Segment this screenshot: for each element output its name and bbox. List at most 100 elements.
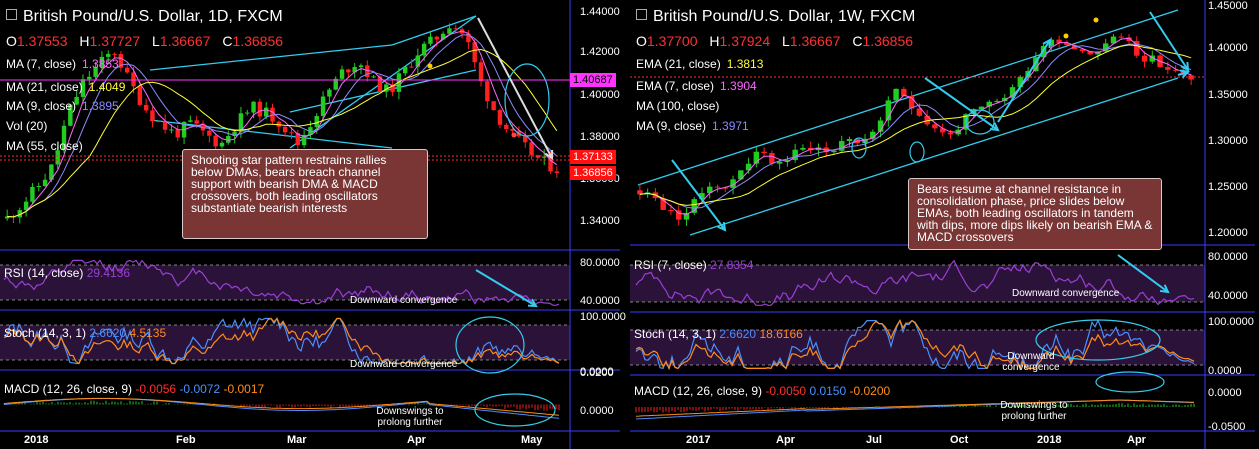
- candle-body: [523, 136, 528, 143]
- candle-body: [162, 121, 168, 130]
- macd-tick: 0.0200: [580, 367, 614, 379]
- candle-body: [245, 112, 250, 114]
- candle-body: [124, 67, 130, 73]
- candle-body: [257, 101, 263, 117]
- trend-arrow: [671, 159, 726, 231]
- trend-arrow: [924, 77, 999, 131]
- price-badge-ma: 1.40687: [570, 73, 616, 87]
- highlight-ellipse: [455, 316, 525, 374]
- legend-ma9[interactable]: MA (9, close) 1.3895: [6, 99, 119, 113]
- candle-body: [276, 121, 282, 127]
- arrow-head: [1180, 61, 1190, 72]
- candle-body: [74, 96, 79, 105]
- candle-body: [327, 89, 332, 97]
- candle-body: [1126, 37, 1132, 42]
- highlight-ellipse: [851, 137, 867, 159]
- candle-body: [978, 106, 985, 110]
- candle-body: [150, 110, 155, 122]
- arrow-head: [527, 298, 538, 308]
- weekly-chart-canvas[interactable]: [630, 0, 1259, 449]
- stoch-tick: 100.0000: [1208, 316, 1254, 328]
- candle-body: [1165, 67, 1171, 70]
- stoch-d-line: [635, 319, 1195, 370]
- candle-body: [714, 186, 721, 188]
- candle-body: [434, 36, 440, 40]
- legend-ma9[interactable]: MA (9, close) 1.3971: [636, 119, 749, 133]
- rsi-line: [635, 259, 1195, 306]
- price-tick: 1.40000: [580, 89, 620, 101]
- arrow-head: [1042, 38, 1052, 49]
- candle-body: [415, 55, 421, 67]
- weekly-chart-panel[interactable]: British Pound/U.S. Dollar, 1W, FXCM O1.3…: [630, 0, 1259, 449]
- signal-dot: [511, 132, 517, 138]
- legend-ma55[interactable]: MA (55, close): [6, 139, 83, 153]
- candle-body: [1087, 51, 1093, 55]
- legend-ema21[interactable]: EMA (21, close) 1.3813: [636, 57, 764, 71]
- legend-vol[interactable]: Vol (20): [6, 119, 48, 133]
- ma-mid-line: [7, 34, 558, 218]
- rsi-legend[interactable]: RSI (7, close) 27.8354: [634, 258, 754, 272]
- macd-tick: 0.0000: [580, 405, 614, 417]
- candle-body: [707, 186, 713, 194]
- channel-line: [391, 15, 477, 46]
- candle-body: [23, 201, 29, 211]
- time-tick: May: [521, 434, 543, 446]
- collapse-box-icon[interactable]: [6, 9, 17, 20]
- candle-body: [745, 163, 752, 171]
- time-tick: Apr: [1127, 434, 1146, 446]
- legend-ema7[interactable]: EMA (7, close) 1.3904: [636, 79, 757, 93]
- candle-body: [314, 115, 319, 128]
- time-tick: 2018: [24, 434, 49, 446]
- stoch-annotation: Downward convergence: [350, 359, 458, 370]
- stoch-legend[interactable]: Stoch (14, 3, 1) 2.6620 4.5135: [4, 326, 167, 340]
- rsi-annotation: Downward convergence: [350, 295, 458, 306]
- candle-body: [188, 120, 193, 122]
- candle-body: [761, 151, 767, 154]
- trend-arrow: [997, 39, 1051, 123]
- daily-chart-panel[interactable]: British Pound/U.S. Dollar, 1D, FXCM O1.3…: [0, 0, 626, 449]
- candle-body: [1110, 36, 1117, 44]
- candle-body: [251, 101, 256, 113]
- legend-ma21[interactable]: MA (21, close) 1.4049: [6, 80, 126, 94]
- subpanel-bg: [0, 370, 570, 431]
- macd-legend[interactable]: MACD (12, 26, close, 9) -0.0056 -0.0072 …: [4, 382, 265, 396]
- candle-body: [1102, 43, 1109, 52]
- collapse-box-icon[interactable]: [636, 9, 647, 20]
- stoch-legend[interactable]: Stoch (14, 3, 1) 2.6620 18.6166: [634, 327, 803, 341]
- candle-body: [1118, 36, 1124, 38]
- candle-body: [346, 69, 351, 73]
- macd-signal-line: [3, 397, 560, 416]
- price-tick: 1.44000: [580, 6, 620, 18]
- time-tick: Feb: [176, 434, 196, 446]
- daily-chart-canvas[interactable]: [0, 0, 626, 449]
- legend-ma7[interactable]: MA (7, close) 1.3853: [6, 57, 119, 71]
- rsi-legend[interactable]: RSI (14, close) 29.4136: [4, 266, 131, 280]
- channel-line: [689, 77, 1179, 236]
- candle-body: [352, 67, 357, 73]
- candle-body: [447, 28, 452, 34]
- candle-body: [1064, 42, 1070, 46]
- arrow-head: [989, 122, 1000, 132]
- channel-line: [149, 119, 393, 149]
- candle-body: [908, 96, 915, 109]
- macd-tick: 0.0000: [1208, 387, 1242, 399]
- candle-body: [668, 209, 674, 211]
- highlight-ellipse: [504, 63, 550, 137]
- legend-ma100[interactable]: MA (100, close): [636, 99, 720, 113]
- chart-title: British Pound/U.S. Dollar, 1W, FXCM: [636, 8, 915, 26]
- ma-fast-line: [639, 37, 1192, 215]
- macd-legend[interactable]: MACD (12, 26, close, 9) -0.0050 0.0150 -…: [634, 384, 891, 398]
- ohlc-readout: O1.37553 H1.37727 L1.36667 C1.36856: [6, 33, 284, 49]
- price-tick: 1.25000: [1208, 181, 1248, 193]
- candle-body: [472, 42, 477, 63]
- candle-body: [333, 78, 338, 90]
- candle-body: [49, 164, 54, 180]
- candle-body: [232, 131, 237, 136]
- candle-body: [1134, 41, 1140, 56]
- ma-slow-line: [639, 44, 1192, 206]
- candle-body: [675, 210, 682, 220]
- candle-body: [390, 84, 395, 92]
- candle-body: [846, 139, 853, 142]
- analysis-note: Bears resume at channel resistance in co…: [908, 178, 1162, 250]
- candle-body: [169, 129, 174, 131]
